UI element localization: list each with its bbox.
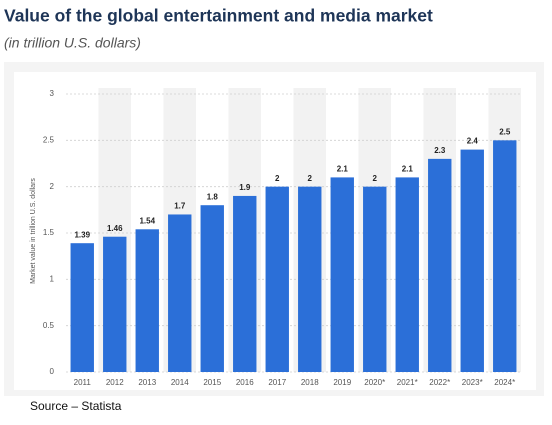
chart-subtitle: (in trillion U.S. dollars) [4,35,141,51]
x-tick-label: 2016 [236,378,254,387]
x-tick-label: 2020* [364,378,385,387]
data-label: 2 [275,174,280,183]
chart-title: Value of the global entertainment and me… [4,6,433,26]
bar [168,214,192,372]
bar [428,158,452,372]
x-tick-label: 2012 [106,378,124,387]
bar [493,140,517,372]
y-tick-label: 1.5 [43,228,55,237]
x-tick-label: 2021* [397,378,418,387]
bar [103,236,127,372]
data-label: 2.5 [499,127,511,136]
bar [135,229,159,372]
bar [460,149,484,372]
data-label: 1.7 [174,202,186,211]
y-axis-label: Market value in trillion U.S. dollars [30,178,37,284]
data-label: 2.3 [434,146,446,155]
x-tick-label: 2014 [171,378,189,387]
bar [298,186,322,372]
y-tick-label: 0.5 [43,321,55,330]
y-tick-label: 2.5 [43,135,55,144]
y-tick-label: 0 [50,367,55,376]
bar [70,243,94,372]
data-label: 2 [373,174,378,183]
source-note: Source – Statista [30,399,122,413]
bar [233,195,257,372]
data-label: 1.54 [139,216,155,225]
data-label: 2.1 [402,165,414,174]
data-label: 1.8 [207,192,219,201]
data-label: 2.1 [337,165,349,174]
bar [265,186,289,372]
bar [330,177,354,372]
data-label: 2 [308,174,313,183]
x-tick-label: 2017 [268,378,286,387]
y-tick-label: 2 [50,182,55,191]
x-tick-label: 2018 [301,378,319,387]
data-label: 1.39 [74,230,90,239]
data-label: 1.9 [239,183,251,192]
bar [363,186,387,372]
x-tick-label: 2019 [333,378,351,387]
data-label: 1.46 [107,224,123,233]
bar [395,177,419,372]
x-tick-label: 2011 [74,378,92,387]
data-label: 2.4 [467,137,479,146]
bar [200,205,224,372]
x-tick-label: 2022* [429,378,450,387]
y-tick-label: 1 [50,274,55,283]
x-tick-label: 2015 [203,378,221,387]
x-tick-label: 2024* [494,378,515,387]
x-tick-label: 2023* [462,378,483,387]
y-tick-label: 3 [50,89,55,98]
x-tick-label: 2013 [138,378,156,387]
